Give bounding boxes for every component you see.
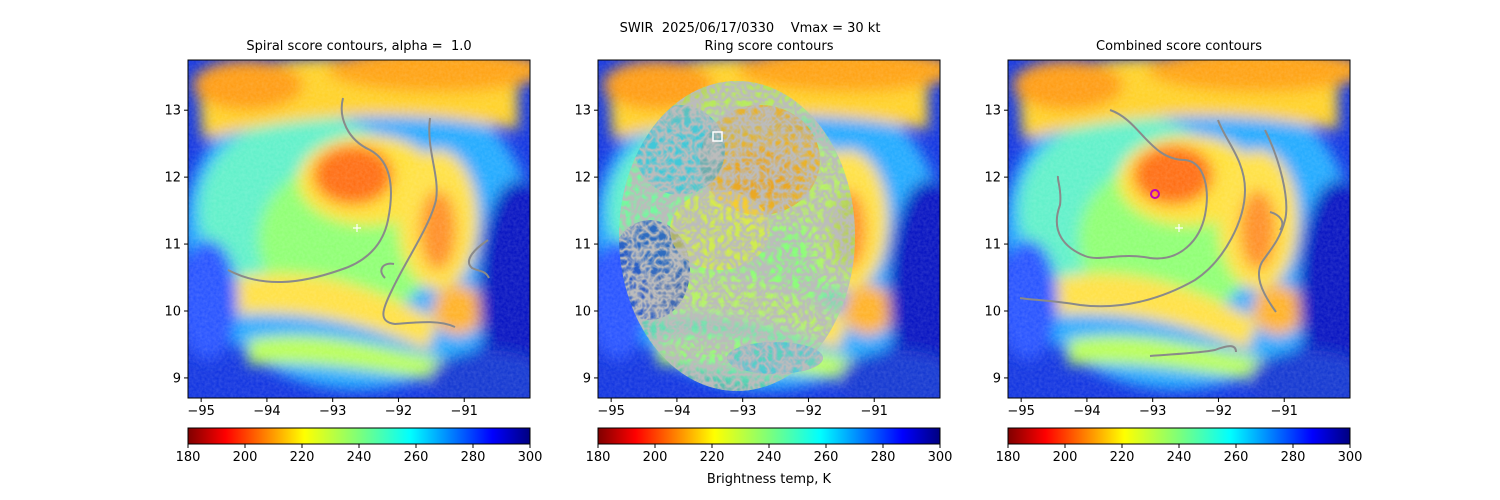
colorbar-tick-label: 220 — [1110, 450, 1135, 465]
panel-2-title: Ring score contours — [704, 39, 834, 54]
panel-3-colorbar: 180 200 220 240 260 280 300 — [996, 427, 1363, 465]
colorbar-tick-label: 300 — [928, 450, 953, 465]
panel-2-ring-center-marker — [712, 131, 723, 142]
y-tick-label: 11 — [164, 238, 181, 253]
panel-1-center-marker — [353, 224, 361, 232]
panel-3-contours — [1019, 109, 1288, 357]
y-tick-label: 10 — [574, 304, 591, 319]
x-tick-label: −91 — [861, 404, 888, 419]
y-tick-label: 12 — [574, 171, 591, 186]
x-tick-label: −92 — [795, 404, 822, 419]
x-tick-label: −93 — [729, 404, 756, 419]
x-tick-label: −91 — [451, 404, 478, 419]
y-tick-label: 9 — [993, 371, 1001, 386]
y-tick-label: 9 — [583, 371, 591, 386]
colorbar-tick-label: 280 — [871, 450, 896, 465]
colorbar-tick-label: 280 — [1281, 450, 1306, 465]
colorbar-tick-label: 300 — [1338, 450, 1363, 465]
y-tick-label: 13 — [574, 104, 591, 119]
colorbar-tick-label: 200 — [1053, 450, 1078, 465]
panel-3-title: Combined score contours — [1096, 39, 1262, 54]
y-tick-label: 10 — [984, 304, 1001, 319]
x-tick-label: −92 — [1205, 404, 1232, 419]
x-tick-label: −94 — [663, 404, 690, 419]
x-tick-label: −95 — [1007, 404, 1034, 419]
colorbar-tick-label: 220 — [700, 450, 725, 465]
y-tick-label: 12 — [984, 171, 1001, 186]
panel-3-axes-frame — [1007, 59, 1351, 399]
panel-1: −95 −94 −93 −92 −91 9 10 11 12 13 180 200 220 240 260… — [164, 48, 558, 465]
panel-3-first-guess-marker — [1175, 224, 1183, 232]
y-tick-label: 9 — [173, 371, 181, 386]
panel-3-combined-center-marker — [1150, 189, 1160, 199]
x-tick-label: −91 — [1271, 404, 1298, 419]
y-tick-label: 11 — [574, 238, 591, 253]
panel-1-image — [178, 48, 558, 410]
panel-2-axes: −95 −94 −93 −92 −91 9 10 11 12 13 — [574, 104, 887, 419]
y-tick-label: 13 — [164, 104, 181, 119]
panel-1-colorbar: 180 200 220 240 260 280 300 — [176, 427, 543, 465]
colorbar-tick-label: 240 — [757, 450, 782, 465]
x-tick-label: −94 — [1073, 404, 1100, 419]
colorbar-tick-label: 200 — [643, 450, 668, 465]
colorbar-tick-label: 220 — [290, 450, 315, 465]
colorbar-tick-label: 280 — [461, 450, 486, 465]
x-tick-label: −94 — [253, 404, 280, 419]
panel-1-axes: −95 −94 −93 −92 −91 9 10 11 12 13 — [164, 104, 477, 419]
y-tick-label: 13 — [984, 104, 1001, 119]
panel-2-colorbar: 180 200 220 240 260 280 300 — [586, 427, 953, 465]
panel-2-ring-contours — [619, 81, 855, 391]
x-tick-label: −93 — [319, 404, 346, 419]
x-tick-label: −93 — [1139, 404, 1166, 419]
colorbar-tick-label: 240 — [347, 450, 372, 465]
panel-2-south-contours — [727, 342, 823, 374]
y-tick-label: 10 — [164, 304, 181, 319]
colorbar-tick-label: 300 — [518, 450, 543, 465]
y-tick-label: 11 — [984, 238, 1001, 253]
panel-2: −95 −94 −93 −92 −91 9 10 11 12 13 180 200 220 240 260… — [574, 59, 953, 465]
panel-1-contours — [227, 97, 490, 328]
colorbar-tick-label: 180 — [176, 450, 201, 465]
colorbar-tick-label: 260 — [814, 450, 839, 465]
panel-1-title: Spiral score contours, alpha = 1.0 — [246, 39, 472, 54]
colorbar-tick-label: 260 — [1224, 450, 1249, 465]
x-tick-label: −92 — [385, 404, 412, 419]
panel-2-axes-frame — [597, 59, 941, 399]
colorbar-tick-label: 180 — [586, 450, 611, 465]
panel-3: −95 −94 −93 −92 −91 9 10 11 12 13 180 200 220 240 260… — [984, 48, 1378, 465]
y-tick-label: 12 — [164, 171, 181, 186]
colorbar-tick-label: 200 — [233, 450, 258, 465]
x-tick-label: −95 — [597, 404, 624, 419]
colorbar-tick-label: 260 — [404, 450, 429, 465]
colorbar-label: Brightness temp, K — [706, 472, 832, 487]
panel-3-image — [998, 48, 1378, 410]
panel-3-axes: −95 −94 −93 −92 −91 9 10 11 12 13 — [984, 104, 1297, 419]
colorbar-tick-label: 180 — [996, 450, 1021, 465]
panel-1-axes-frame — [187, 59, 531, 399]
figure-suptitle: SWIR 2025/06/17/0330 Vmax = 30 kt — [619, 21, 881, 36]
colorbar-tick-label: 240 — [1167, 450, 1192, 465]
x-tick-label: −95 — [187, 404, 214, 419]
